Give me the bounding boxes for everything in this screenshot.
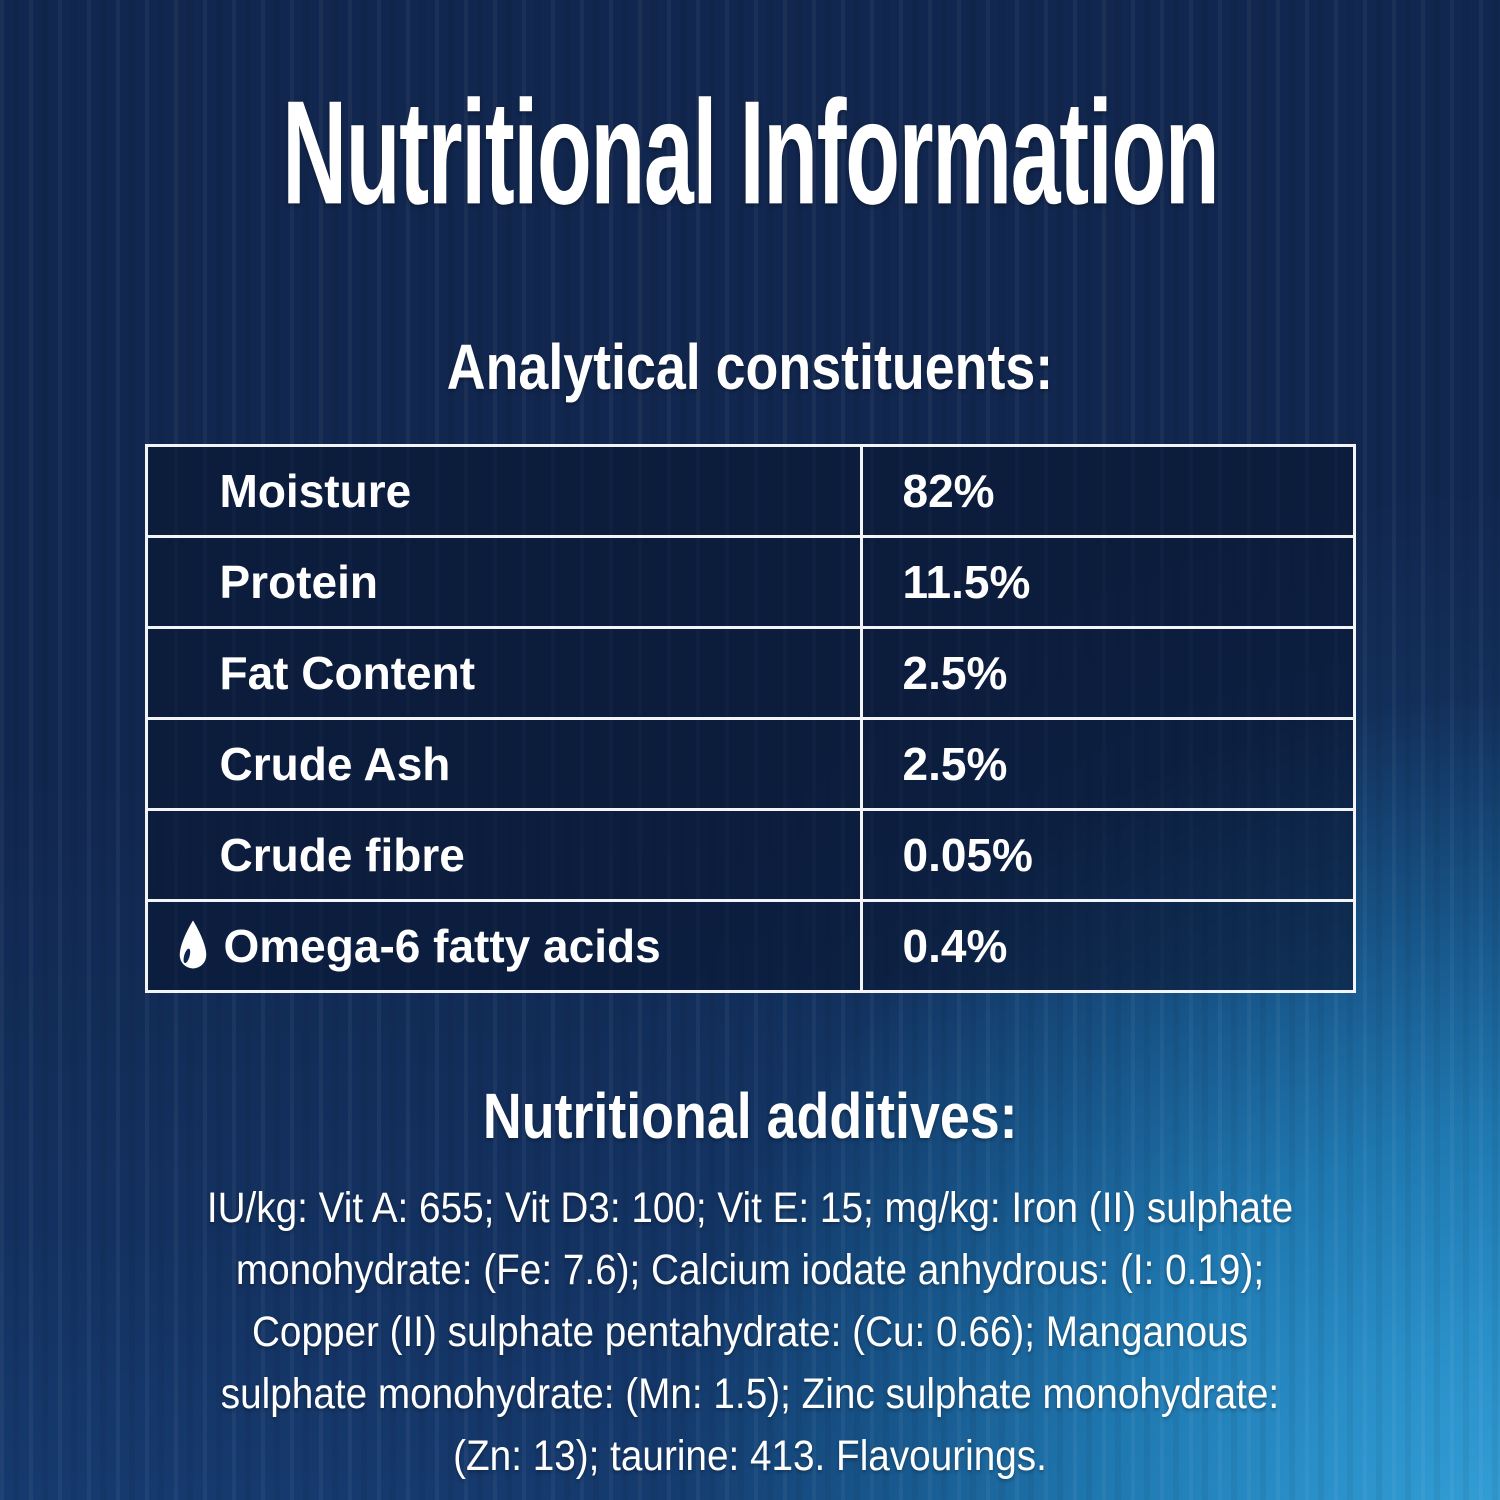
row-label-cell: Crude fibre [144,808,863,902]
table-row: Crude Ash 2.5% [144,717,1356,811]
row-value: 0.4% [902,920,1008,972]
additives-line: IU/kg: Vit A: 655; Vit D3: 100; Vit E: 1… [206,1184,1294,1232]
row-label: Crude Ash [219,738,451,790]
row-value-cell: 11.5% [859,535,1356,629]
row-value: 2.5% [902,647,1008,699]
row-value-cell: 2.5% [859,626,1356,720]
row-value-cell: 2.5% [859,717,1356,811]
row-value: 0.05% [902,829,1033,881]
row-label-cell: Fat Content [144,626,863,720]
row-label: Protein [219,556,378,608]
row-value: 82% [902,465,995,517]
table-row: Omega-6 fatty acids 0.4% [144,899,1356,993]
additives-line: (Zn: 13); taurine: 413. Flavourings. [453,1432,1047,1480]
row-label: Moisture [219,465,412,517]
row-label: Crude fibre [219,829,465,881]
row-label: Omega-6 fatty acids [223,920,661,972]
row-label-cell: Crude Ash [144,717,863,811]
page-title: Nutritional Information [281,70,1219,235]
table-row: Crude fibre 0.05% [144,808,1356,902]
row-value-cell: 0.05% [859,808,1356,902]
page-title-row: Nutritional Information [0,0,1500,235]
row-label-cell: Moisture [144,444,863,538]
table-row: Moisture 82% [144,444,1356,538]
analytical-heading-row: Analytical constituents: [0,332,1500,402]
row-value-cell: 82% [859,444,1356,538]
row-label-cell: Omega-6 fatty acids [144,899,863,993]
additives-heading-row: Nutritional additives: [0,1081,1500,1151]
row-value: 2.5% [902,738,1008,790]
table-row: Fat Content 2.5% [144,626,1356,720]
droplet-icon [179,920,206,969]
additives-line: sulphate monohydrate: (Mn: 1.5); Zinc su… [220,1370,1280,1418]
analytical-constituents-table: Moisture 82% Protein 11.5% Fat Content 2… [144,444,1356,993]
additives-paragraph: IU/kg: Vit A: 655; Vit D3: 100; Vit E: 1… [75,1177,1425,1487]
row-value: 11.5% [902,556,1031,608]
row-value-cell: 0.4% [859,899,1356,993]
section-heading-additives: Nutritional additives: [482,1080,1018,1152]
additives-line: Copper (II) sulphate pentahydrate: (Cu: … [251,1308,1249,1356]
table-row: Protein 11.5% [144,535,1356,629]
additives-line: monohydrate: (Fe: 7.6); Calcium iodate a… [235,1246,1265,1294]
row-label-cell: Protein [144,535,863,629]
row-label: Fat Content [219,647,476,699]
section-heading-analytical: Analytical constituents: [446,331,1054,403]
